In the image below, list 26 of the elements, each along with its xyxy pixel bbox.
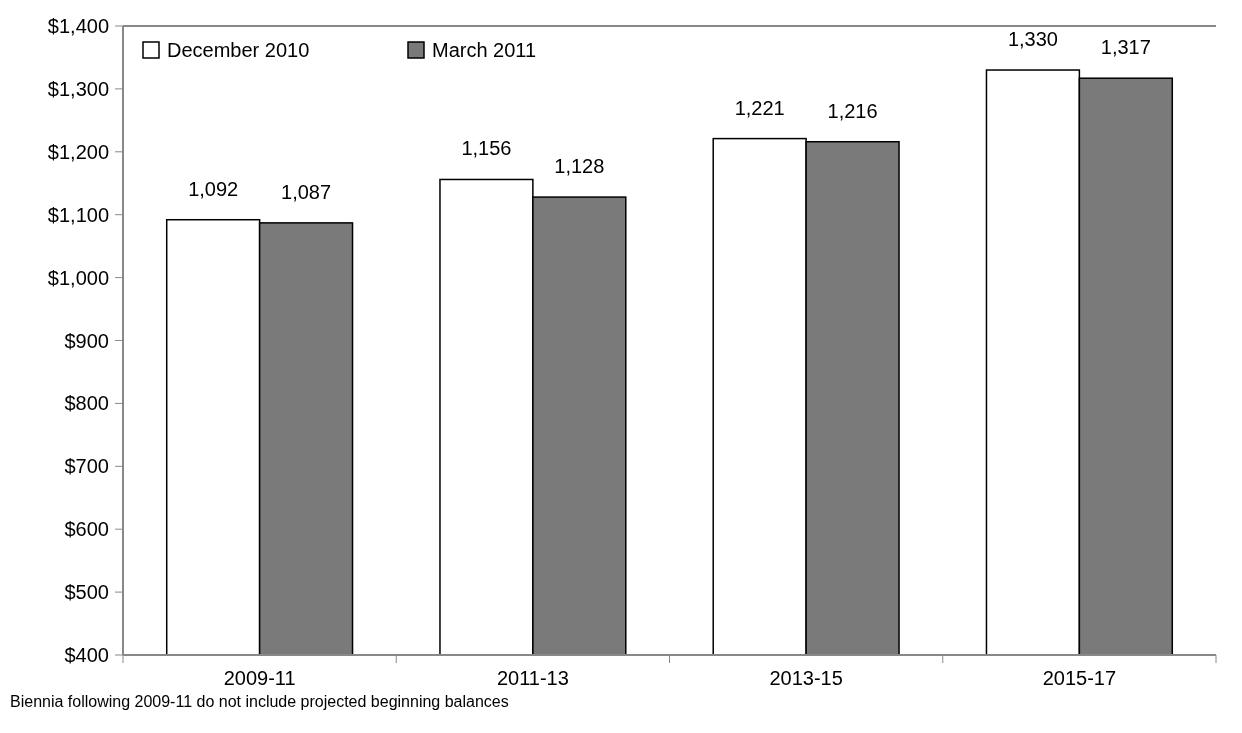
data-label: 1,317: [1100, 36, 1151, 59]
y-tick-label: $1,000: [47, 266, 109, 289]
y-tick-label: $1,300: [47, 77, 109, 100]
y-tick-label: $500: [64, 581, 109, 604]
data-label: 1,092: [188, 177, 239, 200]
data-label: 1,216: [827, 99, 878, 122]
y-tick-label: $400: [64, 644, 109, 666]
data-label: 1,128: [554, 155, 605, 178]
data-label: 1,330: [1007, 28, 1058, 51]
y-tick-label: $1,200: [47, 140, 109, 163]
data-label: 1,221: [734, 96, 785, 119]
legend-label: December 2010: [167, 39, 310, 61]
data-label: 1,156: [461, 137, 512, 160]
y-tick-label: $1,400: [47, 15, 109, 37]
y-tick-label: $700: [64, 455, 109, 478]
y-tick-label: $600: [64, 518, 109, 541]
x-tick-label: 2009-11: [223, 667, 296, 689]
legend-label: March 2011: [432, 39, 537, 61]
x-tick-label: 2011-13: [496, 667, 569, 689]
y-tick-label: $900: [64, 329, 109, 352]
y-tick-label: $800: [64, 392, 109, 415]
text: Biennia following 2009-11 do not include projected beginning balances: [10, 693, 509, 710]
x-tick-label: 2015-17: [1042, 667, 1117, 689]
data-label: 1,087: [281, 180, 332, 203]
y-tick-label: $1,100: [47, 203, 109, 226]
x-tick-label: 2013-15: [769, 667, 843, 689]
